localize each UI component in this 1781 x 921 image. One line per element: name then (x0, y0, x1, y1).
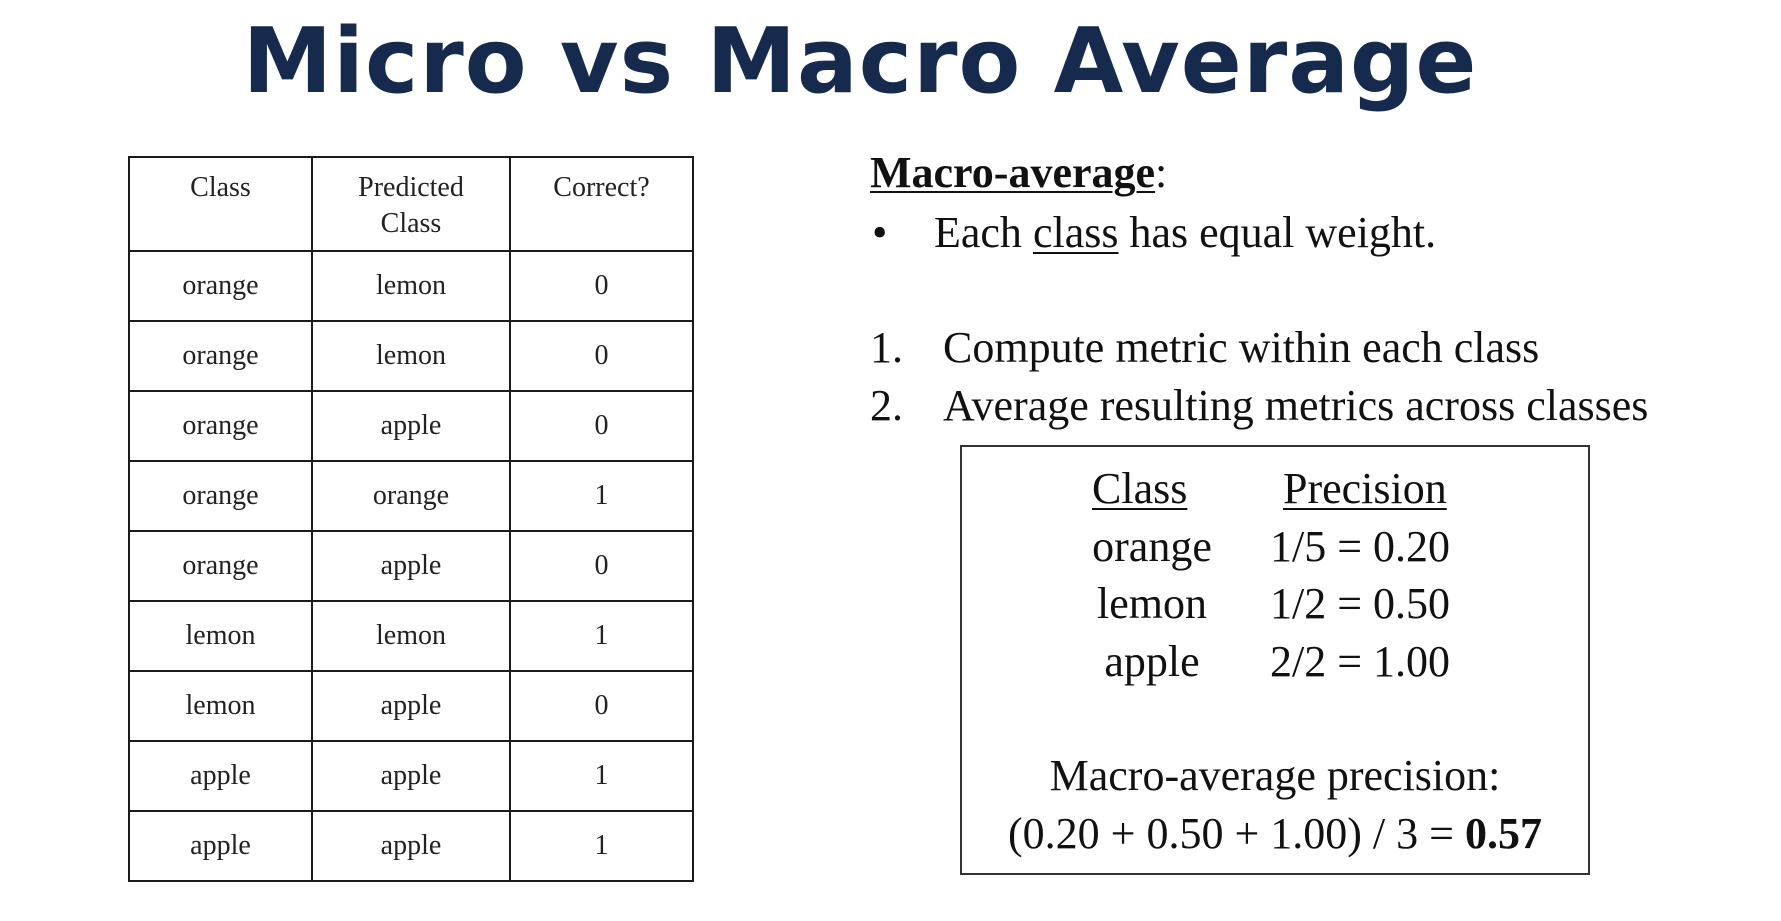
bullet-equal-weight: • Each class has equal weight. (872, 207, 1436, 258)
formula-text: (0.20 + 0.50 + 1.00) / 3 = (1008, 809, 1465, 858)
table-row: orange apple 0 (128, 530, 694, 602)
cell-class: orange (128, 390, 313, 462)
cell-class: lemon (128, 600, 313, 672)
bullet-suffix: has equal weight. (1118, 208, 1437, 257)
formula-result: 0.57 (1464, 809, 1542, 858)
precision-row-value: 1/5 = 0.20 (1270, 522, 1451, 571)
macro-average-heading: Macro-average: (870, 147, 1167, 198)
cell-correct: 1 (509, 740, 694, 812)
cell-class: orange (128, 530, 313, 602)
macro-average-heading-colon: : (1155, 148, 1168, 197)
bullet-underlined-word: class (1032, 208, 1119, 257)
cell-correct: 1 (509, 460, 694, 532)
cell-predicted: apple (311, 390, 511, 462)
cell-correct: 0 (509, 670, 694, 742)
cell-predicted: apple (311, 530, 511, 602)
slide-title: Micro vs Macro Average (242, 9, 1478, 114)
macro-average-heading-text: Macro-average (870, 148, 1156, 197)
cell-correct: 1 (509, 600, 694, 672)
prediction-table: Class Predicted Class Correct? orange le… (128, 156, 694, 882)
cell-class: apple (128, 810, 313, 882)
header-predicted-line2: Class (380, 208, 442, 240)
cell-predicted: apple (311, 670, 511, 742)
cell-correct: 0 (509, 530, 694, 602)
precision-box: Class Precision orange 1/5 = 0.20 lemon … (960, 445, 1590, 875)
cell-class: apple (128, 740, 313, 812)
table-row: orange orange 1 (128, 460, 694, 532)
table-header-row: Class Predicted Class Correct? (128, 156, 694, 252)
step-item: 1. Compute metric within each class (870, 322, 1539, 373)
precision-row-class: lemon (1097, 579, 1207, 628)
cell-class: lemon (128, 670, 313, 742)
table-row: apple apple 1 (128, 740, 694, 812)
step-text: Average resulting metrics across classes (943, 381, 1649, 430)
cell-correct: 0 (509, 320, 694, 392)
precision-row-value: 1/2 = 0.50 (1270, 579, 1451, 628)
bullet-prefix: Each (934, 208, 1033, 257)
table-row: lemon lemon 1 (128, 600, 694, 672)
cell-class: orange (128, 250, 313, 322)
step-item: 2. Average resulting metrics across class… (870, 380, 1648, 431)
header-predicted-class: Predicted Class (311, 156, 511, 252)
step-number: 2. (870, 381, 903, 430)
macro-precision-label: Macro-average precision: (1049, 751, 1501, 800)
table-row: apple apple 1 (128, 810, 694, 882)
cell-correct: 0 (509, 390, 694, 462)
table-row: orange apple 0 (128, 390, 694, 462)
table-row: orange lemon 0 (128, 320, 694, 392)
cell-class: orange (128, 320, 313, 392)
precision-box-class-header: Class (1092, 464, 1188, 513)
header-correct: Correct? (509, 156, 694, 252)
header-predicted-line1: Predicted (358, 172, 464, 203)
precision-box-precision-header: Precision (1283, 464, 1447, 513)
macro-precision-formula: (0.20 + 0.50 + 1.00) / 3 = 0.57 (962, 808, 1588, 859)
cell-predicted: orange (311, 460, 511, 532)
cell-predicted: lemon (311, 250, 511, 322)
table-row: lemon apple 0 (128, 670, 694, 742)
header-correct-line: Correct? (553, 172, 650, 203)
precision-row-value: 2/2 = 1.00 (1270, 637, 1451, 686)
header-class-line: Class (190, 172, 251, 203)
cell-predicted: apple (311, 740, 511, 812)
precision-row-class: apple (1104, 637, 1200, 686)
bullet-marker: • (872, 208, 888, 257)
step-number: 1. (870, 323, 903, 372)
header-class: Class (128, 156, 313, 252)
cell-predicted: apple (311, 810, 511, 882)
cell-predicted: lemon (311, 600, 511, 672)
cell-class: orange (128, 460, 313, 532)
table-row: orange lemon 0 (128, 250, 694, 322)
cell-correct: 0 (509, 250, 694, 322)
step-text: Compute metric within each class (943, 323, 1540, 372)
cell-predicted: lemon (311, 320, 511, 392)
precision-row-class: orange (1092, 522, 1212, 571)
cell-correct: 1 (509, 810, 694, 882)
